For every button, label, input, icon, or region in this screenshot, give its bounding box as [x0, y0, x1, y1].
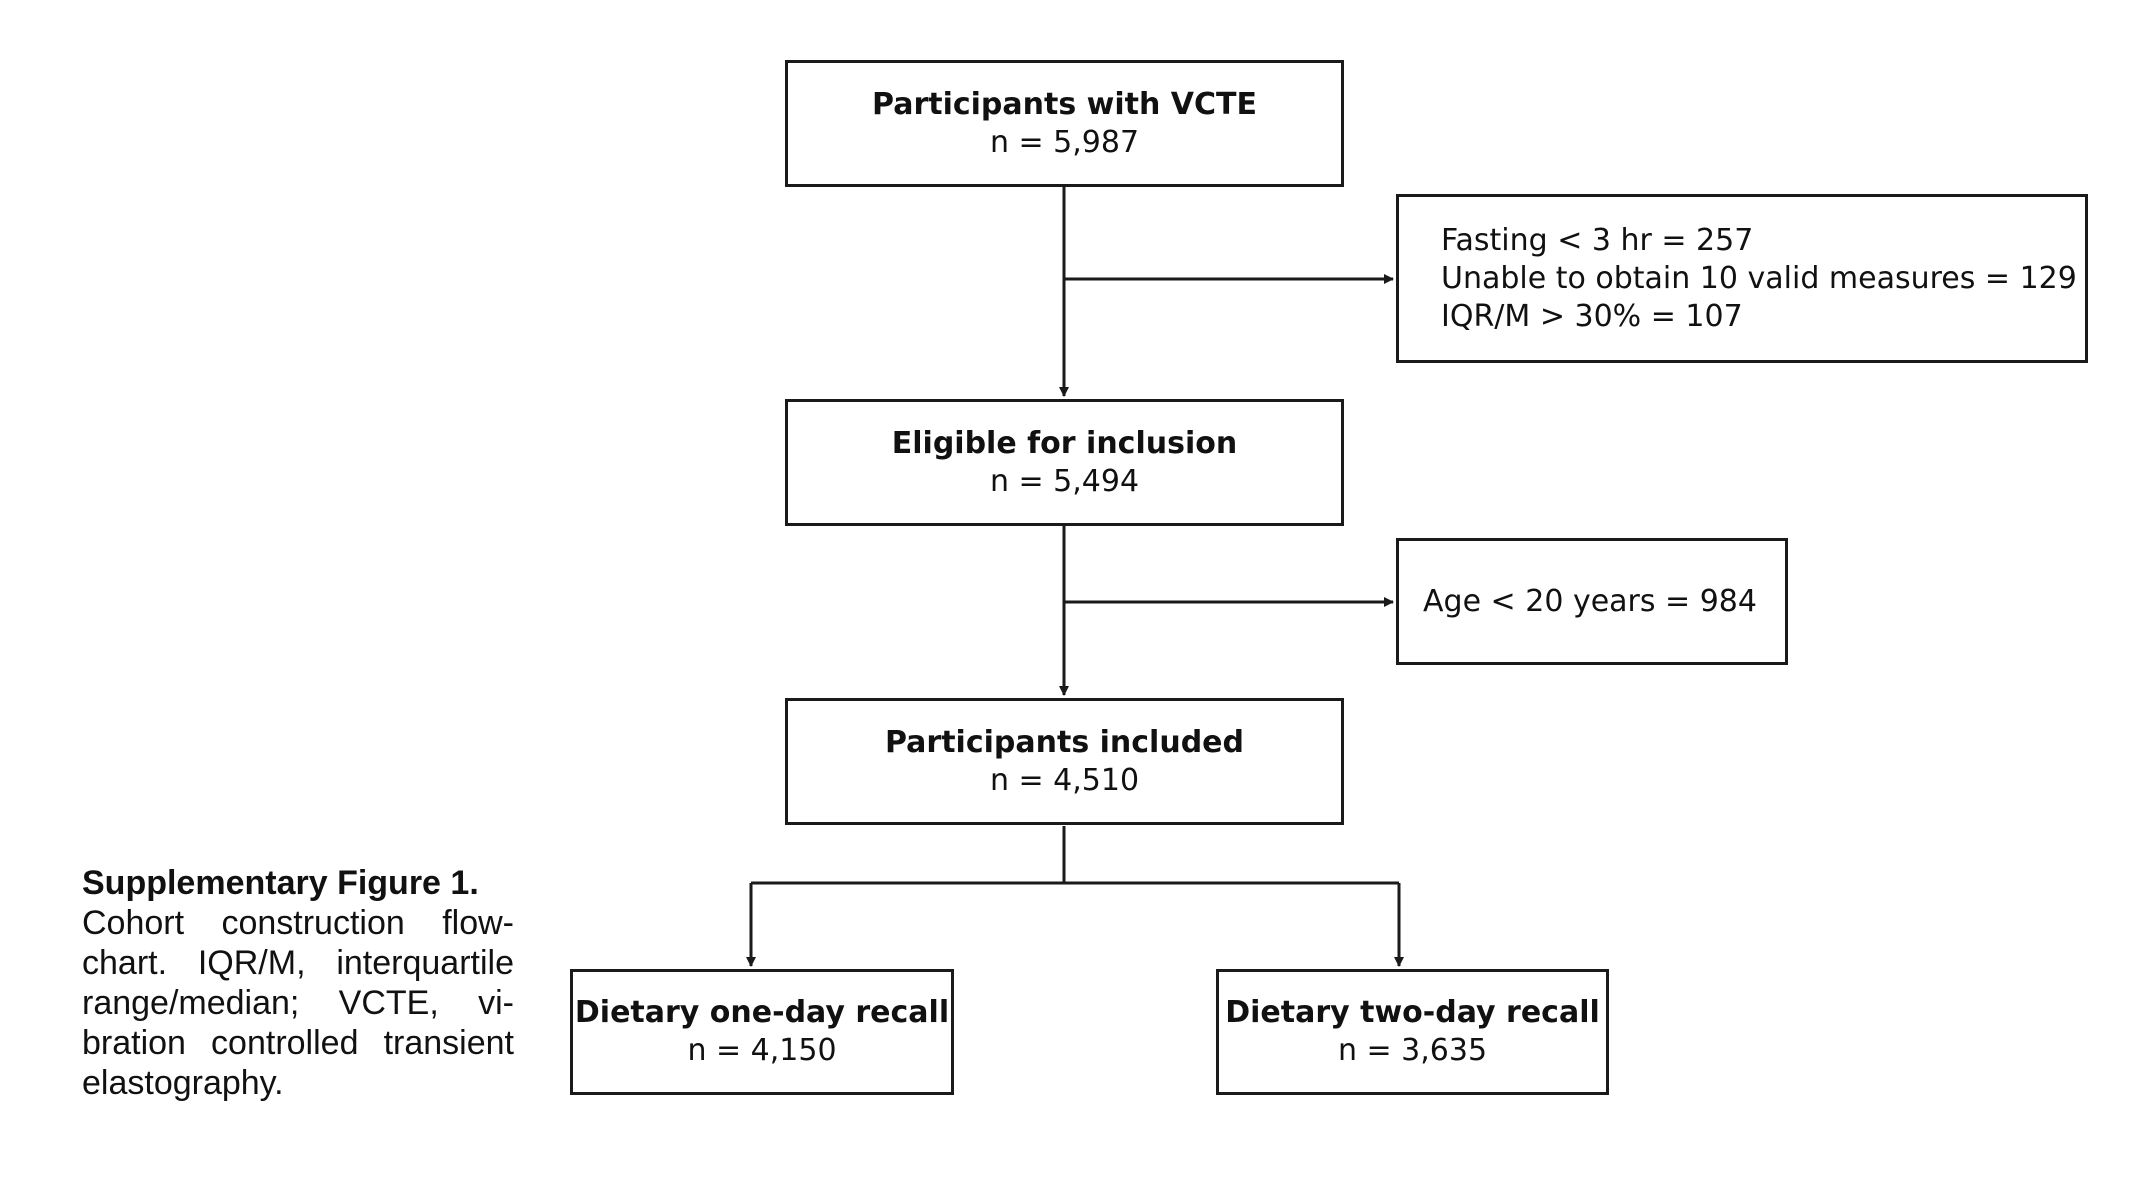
- box-exclusion-1: Fasting < 3 hr = 257 Unable to obtain 10…: [1396, 194, 2088, 363]
- exclusion1-line-1: Fasting < 3 hr = 257: [1441, 222, 1754, 258]
- one-day-title: Dietary one-day recall: [574, 995, 950, 1030]
- exclusion2-line-1: Age < 20 years = 984: [1423, 583, 1757, 619]
- box-participants-with-vcte: Participants with VCTE n = 5,987: [785, 60, 1344, 187]
- vcte-title: Participants with VCTE: [872, 86, 1257, 122]
- box-eligible-for-inclusion: Eligible for inclusion n = 5,494: [785, 399, 1344, 526]
- one-day-count: n = 4,150: [687, 1033, 837, 1068]
- exclusion1-line-2: Unable to obtain 10 valid measures = 129: [1441, 260, 2077, 296]
- vcte-count: n = 5,987: [989, 124, 1140, 160]
- box-dietary-one-day-recall: Dietary one-day recall n = 4,150: [570, 969, 954, 1095]
- caption-title: Supplementary Figure 1.: [82, 864, 479, 902]
- two-day-title: Dietary two-day recall: [1225, 995, 1600, 1030]
- two-day-count: n = 3,635: [1337, 1033, 1488, 1068]
- box-participants-included: Participants included n = 4,510: [785, 698, 1344, 825]
- eligible-count: n = 5,494: [989, 463, 1140, 499]
- box-exclusion-2: Age < 20 years = 984: [1396, 538, 1788, 665]
- exclusion1-line-3: IQR/M > 30% = 107: [1441, 298, 1743, 334]
- eligible-title: Eligible for inclusion: [891, 425, 1238, 461]
- included-title: Participants included: [885, 724, 1244, 760]
- caption-body: Cohort construction flow-chart. IQR/M, i…: [82, 904, 514, 1102]
- figure-caption: Supplementary Figure 1. Cohort construct…: [82, 863, 514, 1103]
- box-dietary-two-day-recall: Dietary two-day recall n = 3,635: [1216, 969, 1609, 1095]
- included-count: n = 4,510: [989, 762, 1140, 798]
